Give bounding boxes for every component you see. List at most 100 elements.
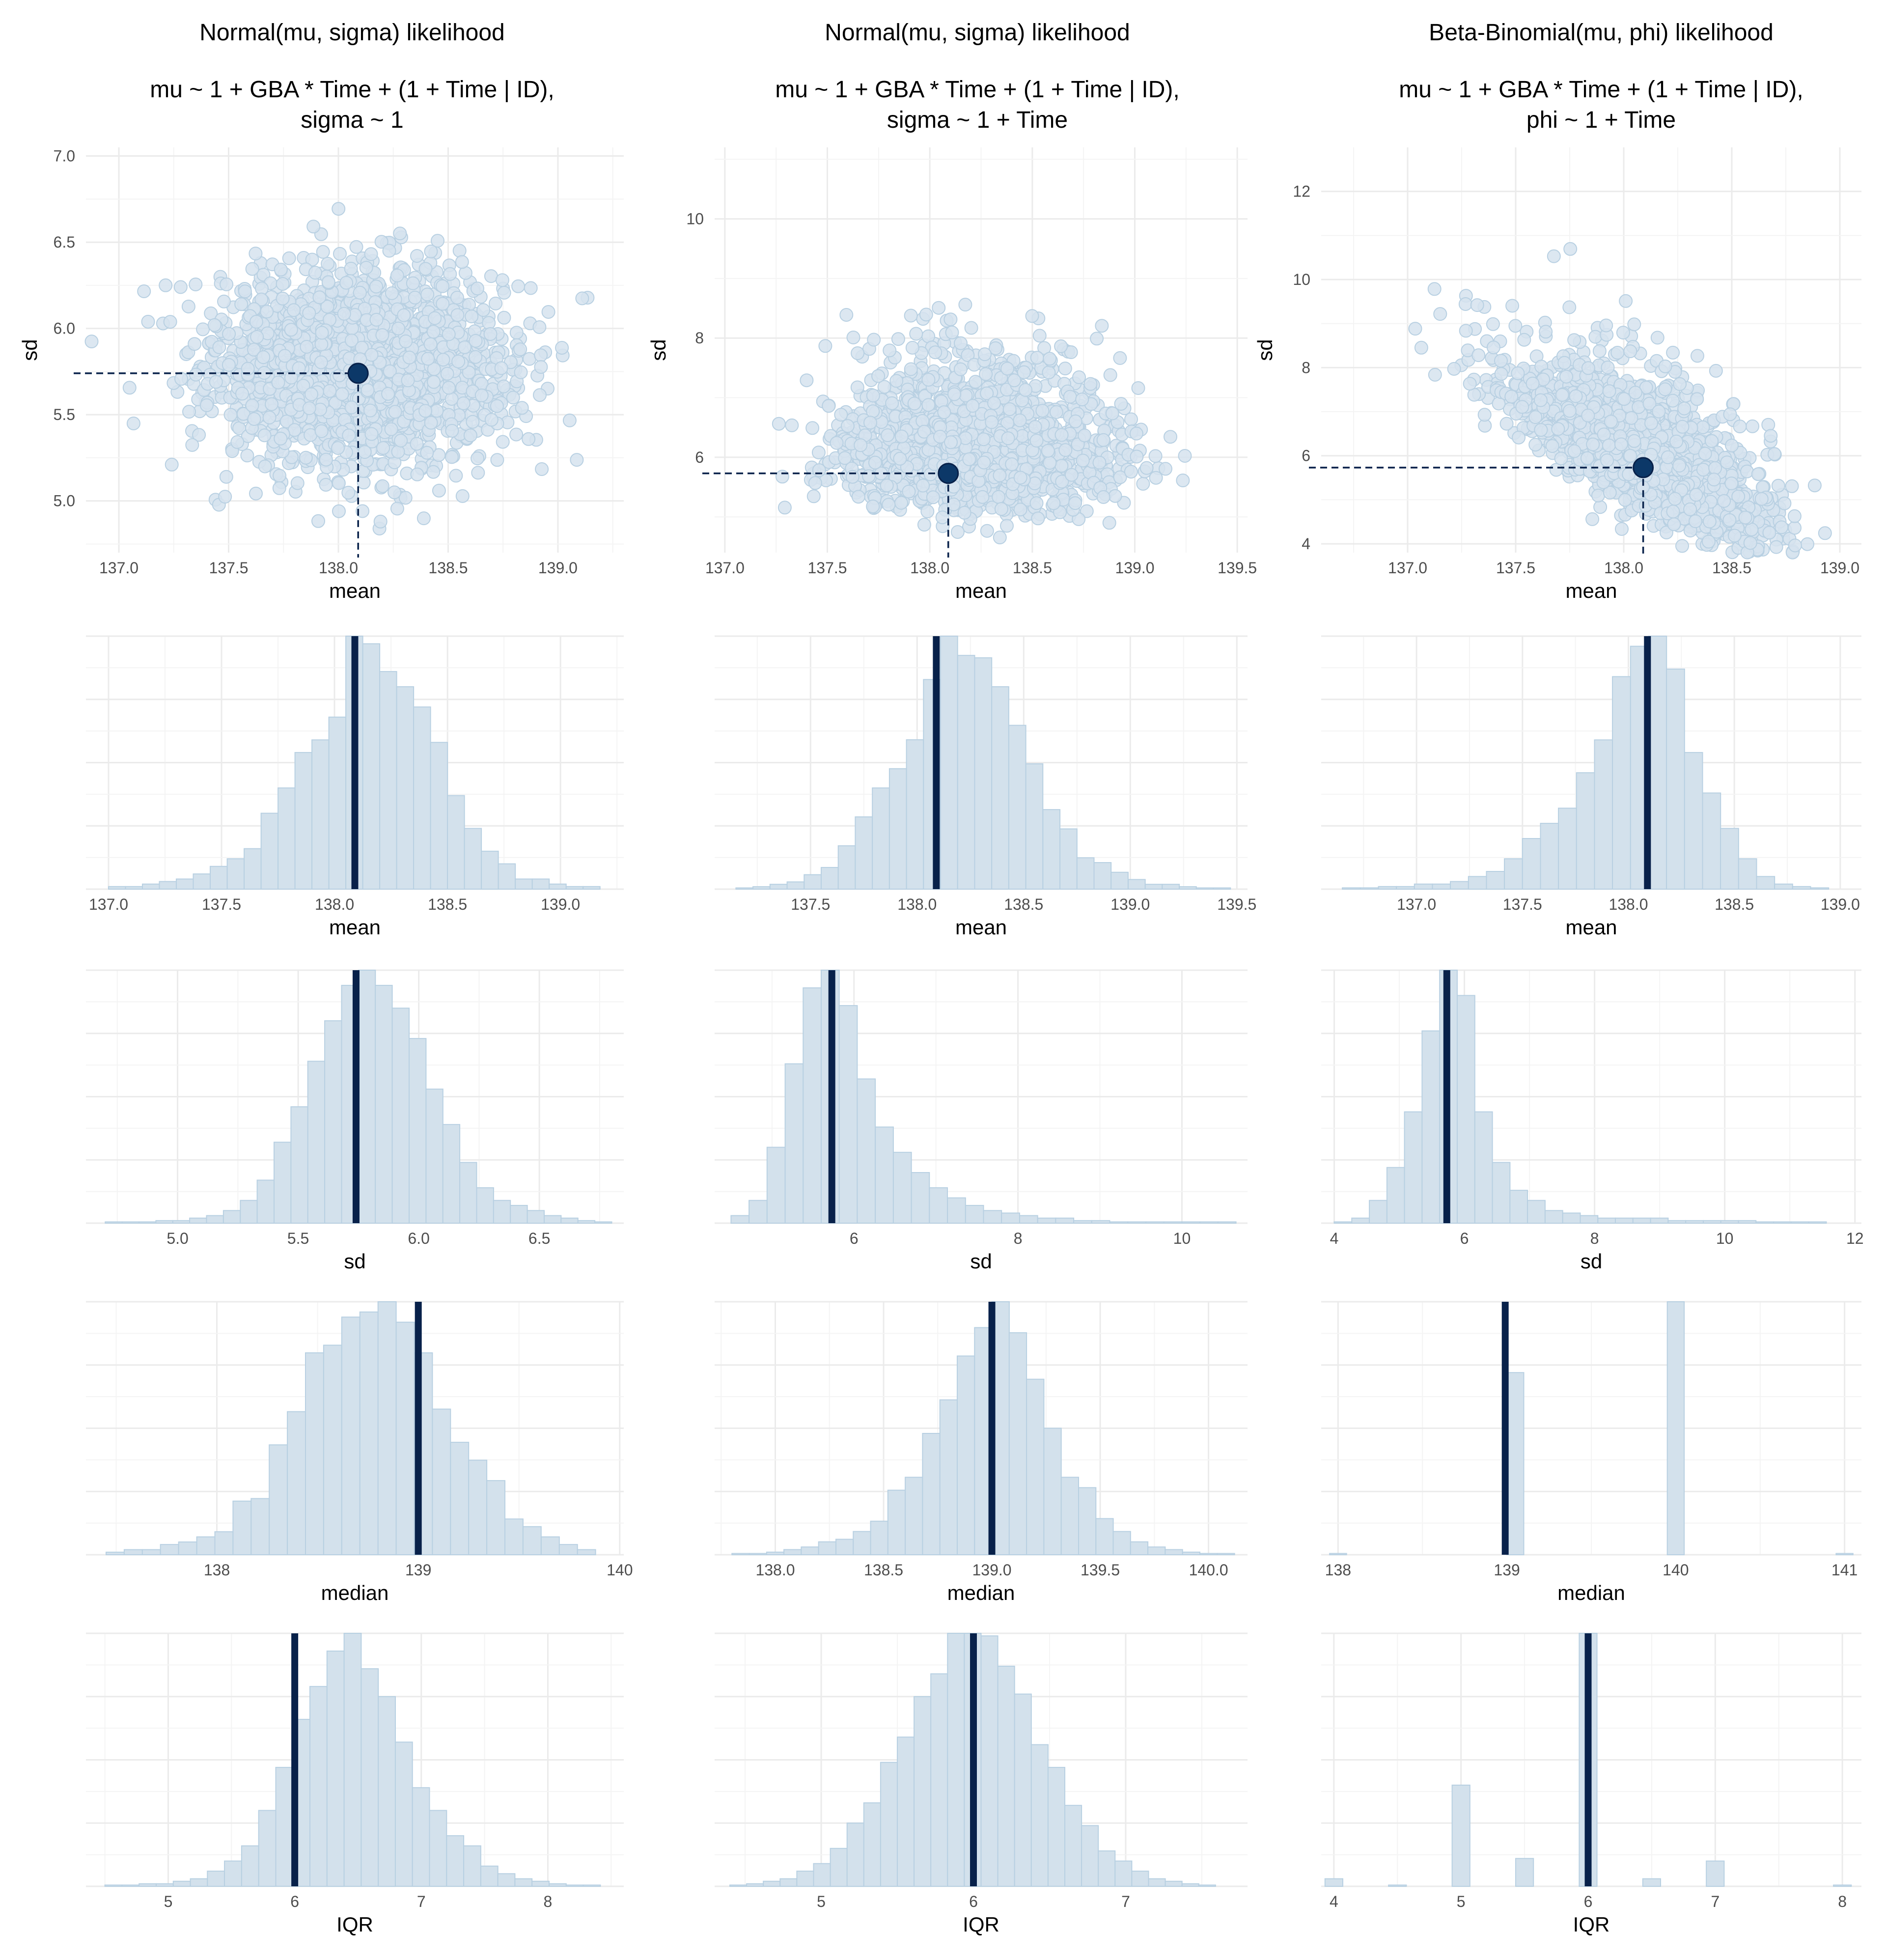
y-tick-label: 5.5 <box>54 406 75 423</box>
scatter-point <box>1028 420 1042 434</box>
y-axis-label: sd <box>18 339 41 361</box>
scatter-point <box>953 362 968 376</box>
scatter-point <box>375 479 389 493</box>
scatter-point <box>861 469 876 483</box>
scatter-point <box>866 389 880 403</box>
scatter-point <box>845 470 860 484</box>
scatter-point <box>189 278 203 291</box>
scatter-point <box>1102 516 1116 530</box>
scatter-point <box>471 451 485 466</box>
scatter-point <box>980 524 994 538</box>
scatter-point <box>250 330 264 344</box>
scatter-point <box>408 290 422 305</box>
scatter-point <box>484 413 499 427</box>
scatter-point <box>993 531 1007 545</box>
scatter-point <box>141 314 155 329</box>
scatter-point <box>399 334 413 348</box>
scatter-point <box>258 459 272 474</box>
scatter-point <box>1136 476 1150 491</box>
scatter-point <box>418 404 433 418</box>
scatter-point <box>314 337 329 351</box>
scatter-point <box>490 453 504 467</box>
scatter-point <box>84 335 99 349</box>
scatter-points <box>772 298 1192 545</box>
scatter-point <box>850 380 864 394</box>
scatter-point <box>839 308 854 322</box>
scatter-point <box>174 372 188 386</box>
scatter-point <box>868 455 882 470</box>
scatter-point <box>196 322 210 336</box>
scatter-point <box>442 327 456 341</box>
scatter-point <box>1030 351 1044 365</box>
scatter-point <box>369 280 383 294</box>
y-axis-label: sd <box>647 339 670 361</box>
scatter-point <box>1178 449 1192 463</box>
scatter-point <box>979 367 993 381</box>
scatter-point <box>1818 526 1832 540</box>
scatter-point <box>188 337 202 351</box>
scatter-point <box>1013 471 1027 485</box>
scatter-point <box>992 490 1006 504</box>
x-tick-label: 137.0 <box>99 559 139 577</box>
scatter-point <box>220 277 234 291</box>
scatter-point <box>871 369 886 383</box>
scatter-point <box>1090 332 1104 346</box>
scatter-point <box>883 343 897 358</box>
scatter-point <box>219 470 233 484</box>
scatter-point <box>375 328 389 342</box>
observed-point <box>938 463 959 484</box>
scatter-point <box>122 381 137 395</box>
scatter-point <box>806 489 821 504</box>
scatter-point <box>450 290 464 305</box>
scatter-point <box>428 311 442 325</box>
scatter-point <box>436 297 450 311</box>
x-axis-label: mean <box>955 579 1007 602</box>
scatter-point <box>240 448 254 463</box>
scatter-point <box>881 428 895 442</box>
scatter-point <box>937 405 951 420</box>
scatter-point <box>333 247 347 261</box>
scatter-point <box>909 327 923 341</box>
scatter-point <box>947 387 961 401</box>
scatter-point <box>497 379 511 393</box>
scatter-point <box>463 428 477 443</box>
scatter-point <box>217 294 231 308</box>
scatter-point <box>1000 362 1014 376</box>
scatter-point <box>483 327 498 341</box>
x-tick-label: 137.0 <box>705 559 745 577</box>
scatter-point <box>533 388 547 402</box>
column-header-2: Normal(mu, sigma) likelihood mu ~ 1 + GB… <box>775 20 1179 133</box>
scatter-point <box>165 457 179 472</box>
scatter-point <box>388 405 402 419</box>
x-tick-label: 137.5 <box>807 559 847 577</box>
scatter-point <box>277 349 292 363</box>
scatter-point <box>1131 381 1145 395</box>
scatter-point <box>954 336 968 350</box>
scatter-point <box>1043 352 1057 366</box>
scatter-point <box>916 478 930 493</box>
scatter-point <box>238 284 252 299</box>
y-tick-label: 6.5 <box>54 233 75 251</box>
scatter-point <box>891 332 905 346</box>
scatter-point <box>882 498 896 512</box>
scatter-point <box>509 427 524 442</box>
x-tick-label: 139.0 <box>1115 559 1154 577</box>
scatter-point <box>1029 434 1044 448</box>
scatter-point <box>1068 414 1082 428</box>
scatter-point <box>393 226 407 241</box>
scatter-point <box>342 428 356 443</box>
x-tick-label: 138.0 <box>319 559 358 577</box>
x-tick-label: 139.0 <box>538 559 578 577</box>
scatter-point <box>316 245 330 259</box>
scatter-point <box>443 267 457 281</box>
scatter-point <box>357 476 371 490</box>
scatter-point <box>1176 474 1190 487</box>
scatter-point <box>1001 431 1015 446</box>
scatter-point <box>391 321 405 336</box>
column-title: Normal(mu, sigma) likelihood <box>825 20 1130 46</box>
scatter-point <box>364 427 379 441</box>
scatter-point <box>1072 370 1086 384</box>
scatter-point <box>958 298 972 312</box>
scatter-point <box>282 251 296 265</box>
scatter-point <box>276 277 290 291</box>
